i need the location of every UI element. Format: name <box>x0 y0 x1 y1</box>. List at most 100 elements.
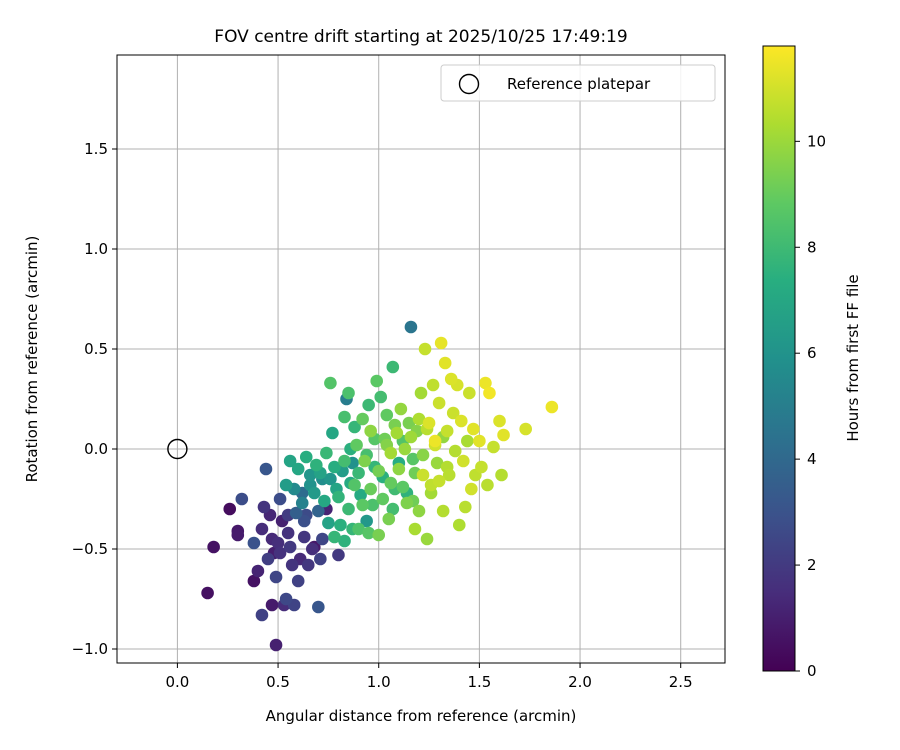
scatter-point <box>434 336 448 350</box>
scatter-point <box>416 448 430 462</box>
scatter-point <box>446 406 460 420</box>
scatter-point <box>440 424 454 438</box>
scatter-point <box>307 486 321 500</box>
reference-marker-layer <box>167 438 188 460</box>
scatter-point <box>426 378 440 392</box>
scatter-point <box>420 532 434 546</box>
scatter-point <box>295 496 309 510</box>
scatter-point <box>380 408 394 422</box>
scatter-point <box>297 530 311 544</box>
scatter-point <box>384 476 398 490</box>
x-tick-label: 1.0 <box>367 673 391 691</box>
scatter-point <box>334 518 347 532</box>
scatter-point <box>283 454 297 468</box>
scatter-point <box>461 434 474 448</box>
scatter-point <box>402 416 416 430</box>
scatter-point <box>483 386 496 400</box>
scatter-point <box>394 402 408 416</box>
colorbar-tick-label: 6 <box>807 344 817 362</box>
scatter-point <box>289 506 303 520</box>
scatter-point <box>458 500 472 514</box>
scatter-point <box>247 536 261 550</box>
scatter-point <box>342 386 355 400</box>
scatter-point <box>412 504 426 518</box>
scatter-point <box>366 498 379 512</box>
scatter-point <box>454 414 468 428</box>
scatter-point <box>376 492 390 506</box>
scatter-point <box>493 414 506 428</box>
scatter-point <box>356 412 369 426</box>
scatter-point <box>207 540 220 554</box>
legend: Reference platepar <box>440 64 716 102</box>
scatter-point <box>370 374 384 388</box>
scatter-point <box>358 454 371 468</box>
scatter-point <box>456 454 470 468</box>
scatter-point <box>259 462 273 476</box>
scatter-point <box>448 444 462 458</box>
scatter-point <box>223 502 237 516</box>
scatter-point <box>438 356 452 370</box>
scatter-point <box>332 490 345 504</box>
scatter-point <box>362 526 375 540</box>
scatter-point <box>324 472 337 486</box>
scatter-point <box>273 492 287 506</box>
scatter-point <box>406 452 420 466</box>
x-axis-label: Angular distance from reference (arcmin) <box>266 707 577 725</box>
scatter-point <box>422 416 436 430</box>
scatter-point <box>390 426 404 440</box>
colorbar-tick-label: 4 <box>807 450 817 468</box>
scatter-point <box>386 502 400 516</box>
scatter-point <box>386 360 400 374</box>
scatter-point <box>279 592 293 606</box>
scatter-point <box>297 514 311 528</box>
scatter-point <box>316 532 329 546</box>
scatter-point <box>412 412 426 426</box>
x-ticks: 0.0 0.5 1.0 1.5 2.0 2.5 <box>165 663 693 691</box>
scatter-point <box>400 496 414 510</box>
y-axis-label: Rotation from reference (arcmin) <box>23 236 41 483</box>
scatter-point <box>404 320 418 334</box>
scatter-point <box>374 390 388 404</box>
scatter-point <box>475 460 488 474</box>
scatter-point <box>328 530 341 544</box>
scatter-point <box>428 434 442 448</box>
scatter-point <box>364 424 377 438</box>
legend-reference-marker <box>458 73 480 95</box>
y-tick-label: −0.5 <box>72 540 108 558</box>
scatter-point <box>519 422 532 436</box>
scatter-point <box>479 376 492 390</box>
grid <box>117 55 725 663</box>
legend-label: Reference platepar <box>507 75 651 93</box>
scatter-point <box>338 454 351 468</box>
scatter-point <box>301 558 315 572</box>
scatter-point <box>416 468 430 482</box>
scatter-point <box>348 478 361 492</box>
scatter-point <box>326 426 339 440</box>
scatter-point <box>430 456 444 470</box>
x-tick-label: 0.0 <box>165 673 189 691</box>
colorbar-tick-label: 8 <box>807 238 817 256</box>
scatter-point <box>414 386 428 400</box>
x-tick-label: 1.5 <box>467 673 491 691</box>
scatter-point <box>235 492 249 506</box>
scatter-point <box>473 434 486 448</box>
scatter-point <box>384 446 398 460</box>
scatter-point <box>328 460 341 474</box>
y-tick-label: 1.0 <box>84 240 108 258</box>
scatter-point <box>382 512 396 526</box>
scatter-point <box>251 564 265 578</box>
colorbar-label: Hours from first FF file <box>844 274 862 441</box>
scatter-point <box>360 514 373 528</box>
reference-marker <box>167 438 188 460</box>
scatter-point <box>310 458 323 472</box>
scatter-point <box>350 438 363 452</box>
scatter-point <box>432 396 446 410</box>
scatter-point <box>324 376 337 390</box>
scatter-point <box>247 574 261 588</box>
scatter-point <box>481 478 494 492</box>
scatter-point <box>312 600 325 614</box>
scatter-point <box>418 342 432 356</box>
x-tick-label: 2.0 <box>568 673 592 691</box>
scatter-point <box>269 570 283 584</box>
